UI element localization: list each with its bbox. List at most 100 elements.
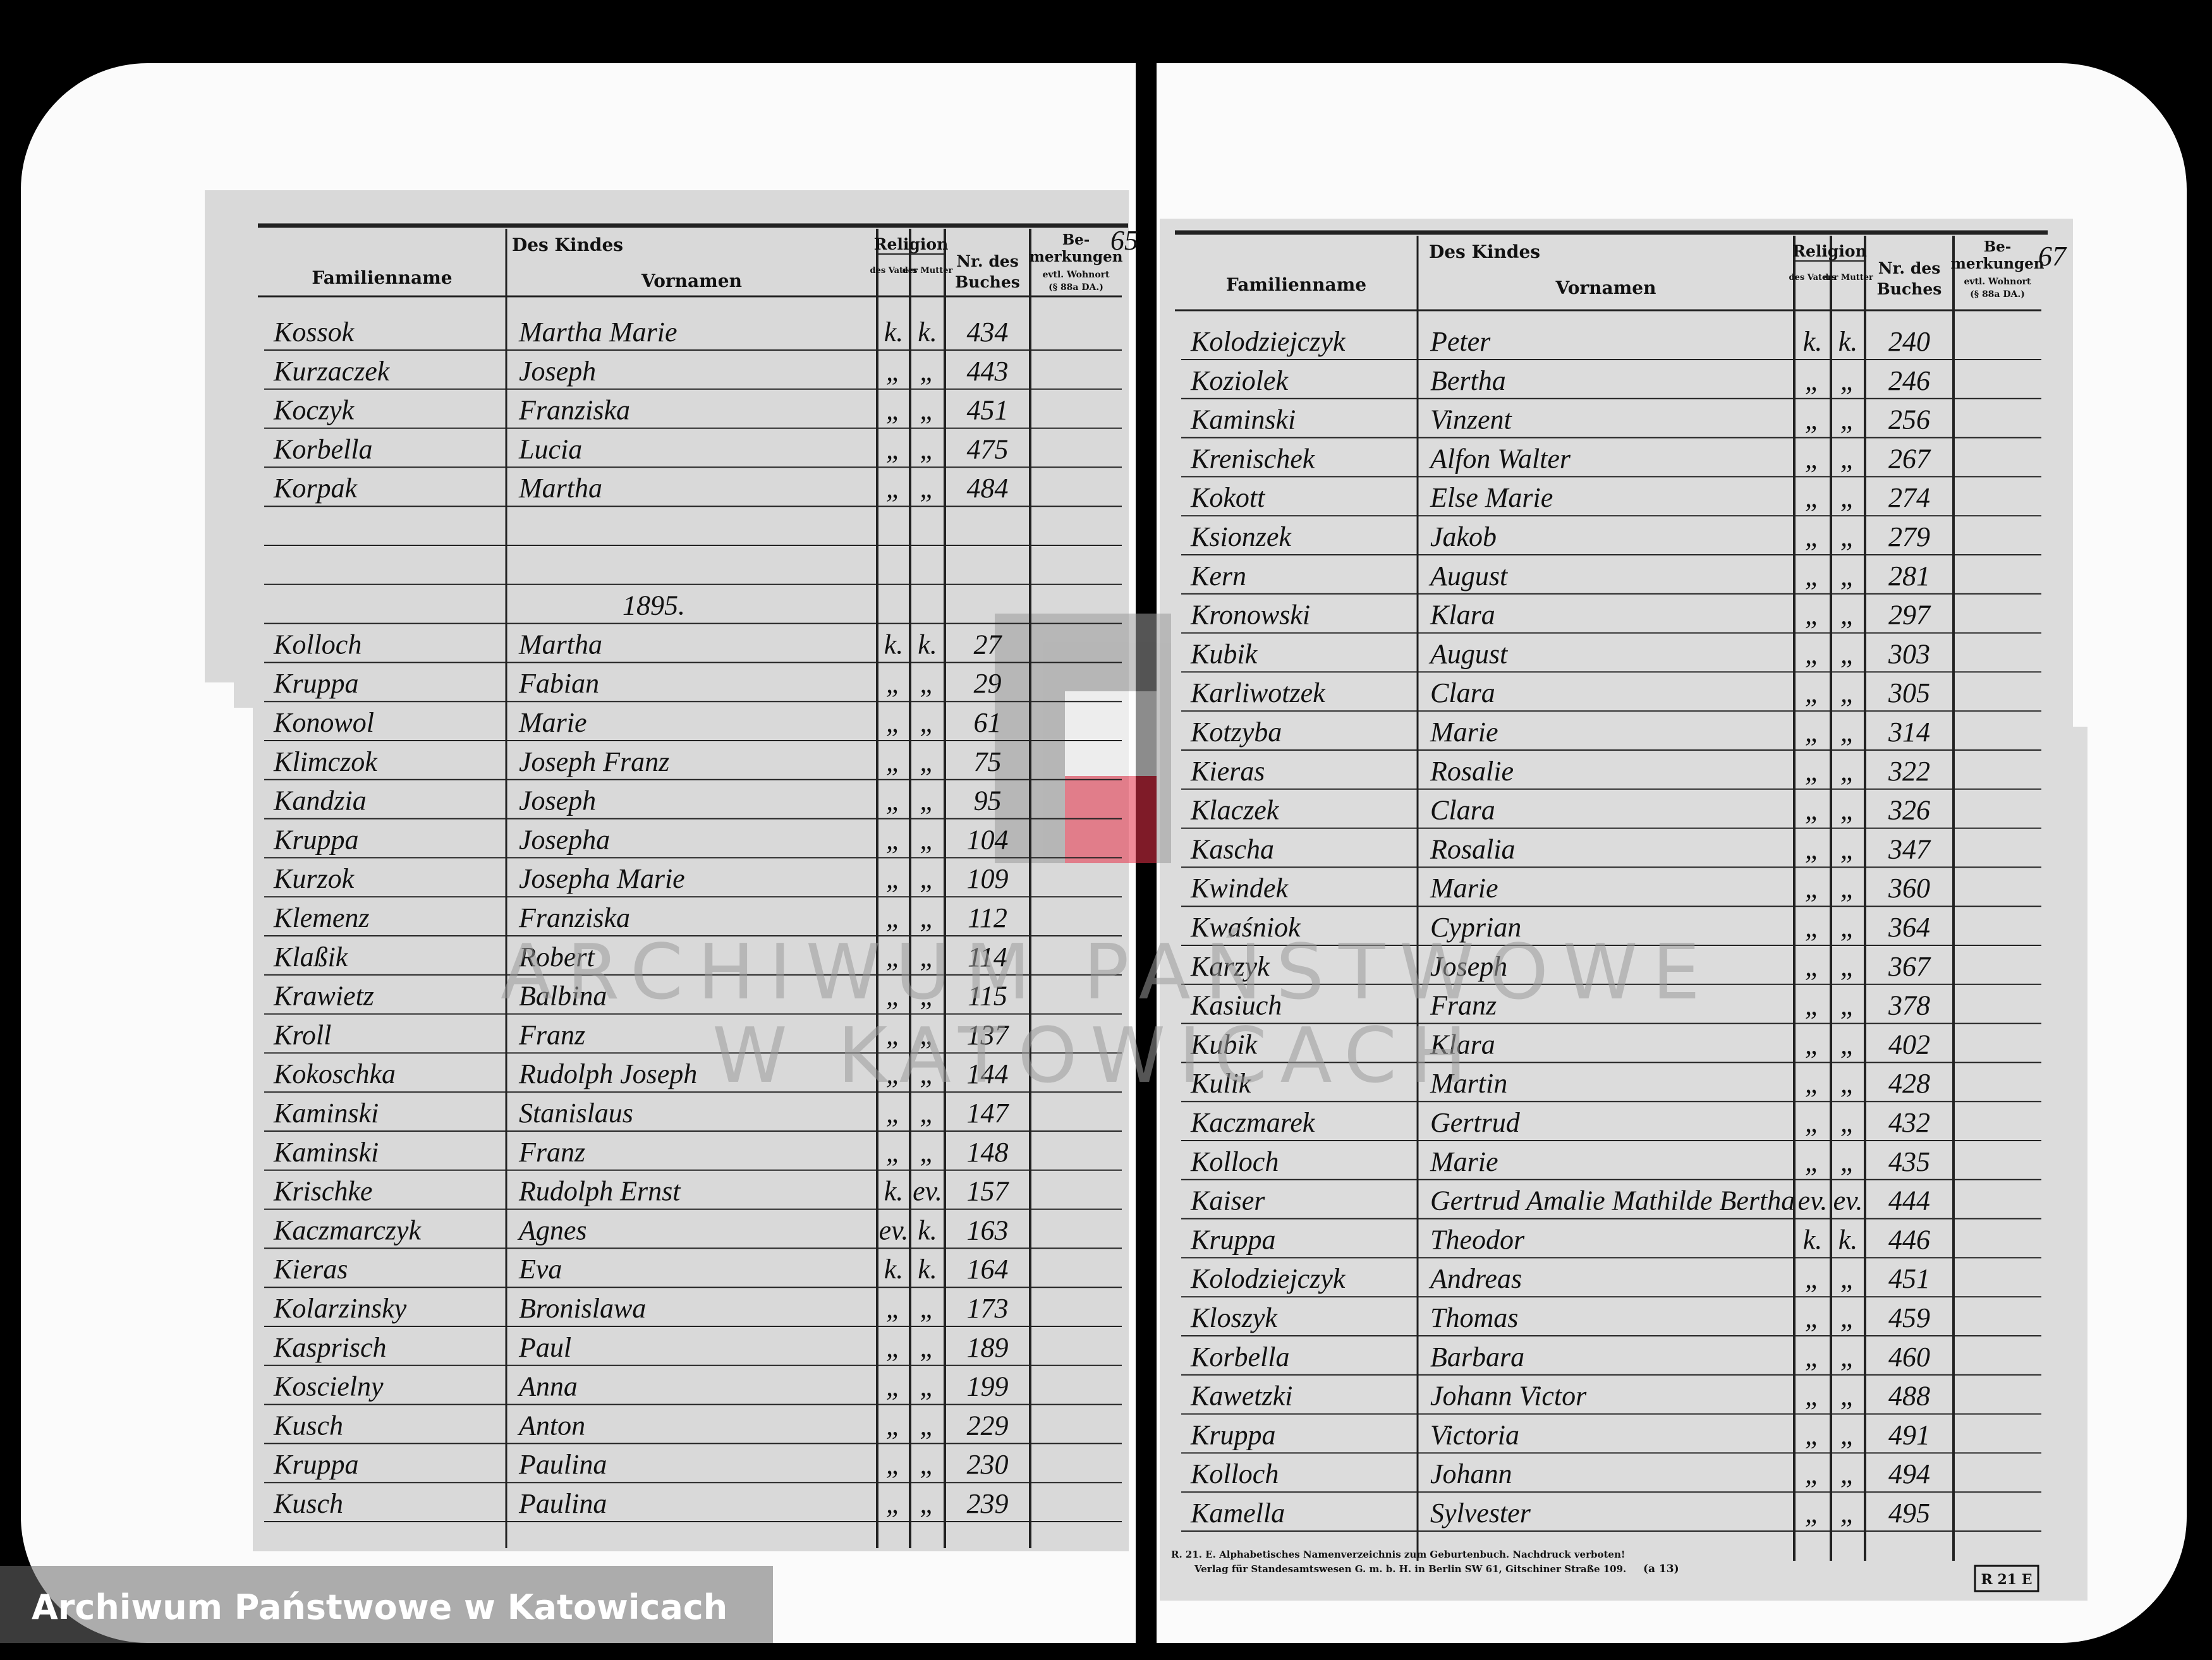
religion-mother: „: [920, 1371, 935, 1402]
register-number: 444: [1888, 1185, 1930, 1216]
surname: Kascha: [1190, 833, 1274, 864]
surname: Korbella: [1190, 1342, 1289, 1372]
surname: Kwaśniok: [1190, 912, 1301, 943]
surname: Korpak: [273, 473, 358, 504]
imprint-code: (a 13): [1643, 1563, 1679, 1575]
given-names: Marie: [1430, 873, 1498, 904]
surname: Kossok: [273, 317, 355, 348]
religion-father: „: [886, 433, 901, 464]
surname: Kolodziejczyk: [1190, 1263, 1346, 1294]
surname: Kolodziejczyk: [1190, 326, 1346, 357]
archive-logo: [995, 614, 1171, 863]
religion-mother: „: [1840, 1068, 1856, 1099]
surname: Ksionzek: [1190, 521, 1292, 552]
given-names: Franz: [518, 1137, 585, 1168]
given-names: Klara: [1430, 600, 1495, 631]
register-number: 443: [967, 356, 1009, 387]
given-names: Vinzent: [1430, 404, 1512, 435]
register-number: 378: [1888, 990, 1930, 1021]
religion-mother: „: [920, 785, 935, 816]
register-number: 239: [967, 1488, 1009, 1519]
given-names: Joseph: [1430, 951, 1507, 982]
religion-mother: k.: [1838, 1224, 1858, 1255]
given-names: Joseph Franz: [519, 746, 669, 777]
surname: Kruppa: [273, 824, 358, 855]
register-number: 434: [967, 317, 1009, 348]
religion-mother: „: [920, 356, 935, 387]
surname: Klaßik: [273, 942, 349, 972]
given-names: Lucia: [518, 433, 582, 464]
religion-father: „: [886, 785, 901, 816]
religion-father: „: [1805, 951, 1820, 982]
imprint: R. 21. E. Alphabetisches Namenverzeichni…: [1171, 1549, 1625, 1560]
religion-mother: „: [1840, 756, 1856, 787]
religion-mother: „: [920, 1332, 935, 1363]
religion-father: „: [886, 1058, 901, 1089]
religion-father: „: [886, 668, 901, 699]
given-names: Cyprian: [1430, 912, 1521, 943]
header-mother: der Mutter: [1823, 273, 1873, 282]
header-nr: Buches: [1877, 280, 1942, 298]
given-names: August: [1428, 560, 1509, 591]
religion-father: „: [886, 746, 901, 777]
register-number: 95: [974, 785, 1002, 816]
religion-father: „: [886, 824, 901, 855]
given-names: Martha: [518, 473, 602, 504]
register-number: 435: [1888, 1146, 1930, 1177]
logo-red: [1065, 776, 1157, 863]
given-names: Clara: [1430, 677, 1495, 708]
religion-mother: „: [1840, 521, 1856, 552]
given-names: Alfon Walter: [1428, 443, 1571, 474]
religion-father: „: [886, 863, 901, 894]
header-group: Des Kindes: [512, 234, 623, 255]
surname: Krawietz: [273, 981, 374, 1012]
surname: Kotzyba: [1190, 717, 1282, 748]
religion-mother: „: [1840, 600, 1856, 631]
surname: Kronowski: [1190, 600, 1310, 631]
register-number: 115: [968, 981, 1007, 1012]
surname: Kwindek: [1190, 873, 1289, 904]
religion-father: „: [886, 981, 901, 1012]
religion-mother: k.: [918, 1254, 937, 1285]
religion-mother: k.: [918, 1215, 937, 1245]
given-names: Clara: [1430, 795, 1495, 826]
given-names: Joseph: [519, 356, 596, 387]
register-number: 144: [967, 1058, 1009, 1089]
religion-father: „: [886, 356, 901, 387]
given-names: Rudolph Ernst: [518, 1176, 681, 1207]
religion-father: „: [1805, 1107, 1820, 1138]
religion-mother: „: [920, 473, 935, 504]
register-number: 314: [1888, 717, 1930, 748]
given-names: Klara: [1430, 1029, 1495, 1060]
register-number: 267: [1888, 443, 1931, 474]
religion-father: k.: [884, 317, 904, 348]
surname: Kaminski: [1190, 404, 1296, 435]
religion-mother: „: [1840, 1458, 1856, 1489]
header-father: des Vaters: [1789, 273, 1837, 282]
register-number: 27: [974, 629, 1003, 660]
religion-mother: „: [1840, 1029, 1856, 1060]
religion-father: „: [1805, 482, 1820, 513]
religion-mother: „: [1840, 912, 1856, 943]
religion-father: „: [1805, 756, 1820, 787]
register-number: 109: [967, 863, 1009, 894]
religion-father: „: [1805, 638, 1820, 669]
religion-mother: „: [1840, 482, 1856, 513]
religion-mother: „: [1840, 1342, 1856, 1372]
religion-mother: „: [1840, 1419, 1856, 1450]
surname: Kieras: [273, 1254, 348, 1285]
given-names: Josepha Marie: [519, 863, 685, 894]
surname: Kubik: [1190, 1029, 1258, 1060]
watermark: ARCHIWUM PAŃSTWOWE: [501, 928, 1700, 1017]
religion-mother: „: [920, 902, 935, 933]
given-names: Marie: [518, 707, 587, 738]
given-names: Anton: [517, 1410, 585, 1441]
given-names: Else Marie: [1430, 482, 1553, 513]
religion-father: „: [886, 1449, 901, 1480]
register-number: 322: [1888, 756, 1930, 787]
caption: Archiwum Państwowe w Katowicach: [32, 1587, 727, 1627]
religion-mother: ev.: [1833, 1185, 1863, 1216]
given-names: Fabian: [518, 668, 599, 699]
religion-mother: „: [1840, 1498, 1856, 1529]
religion-mother: „: [1840, 1381, 1856, 1412]
